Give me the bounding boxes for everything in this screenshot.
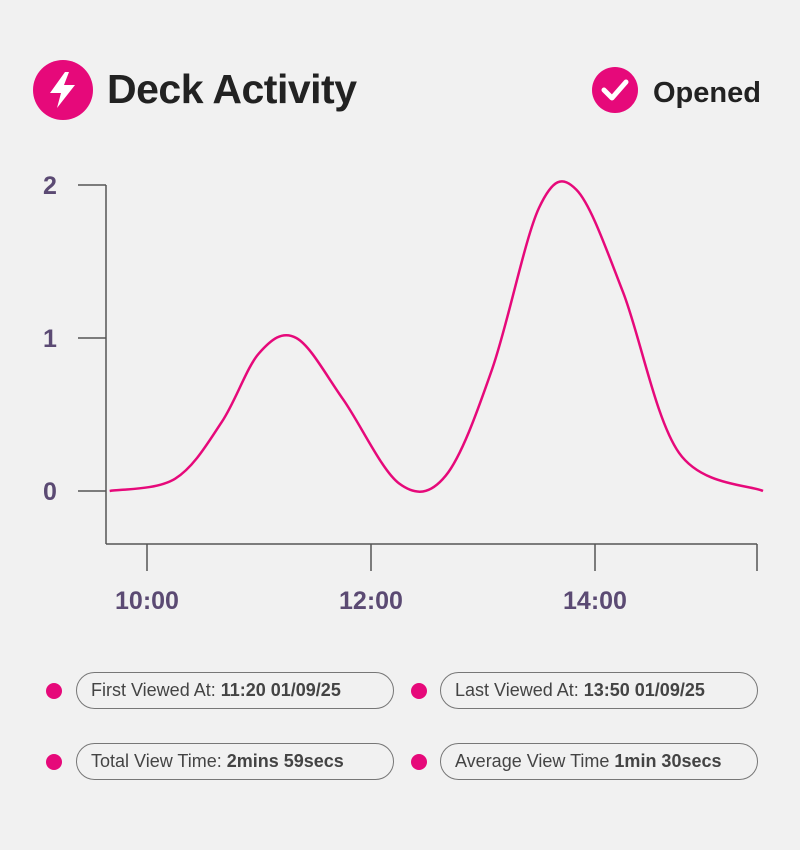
total-view-time-pill: Total View Time: 2mins 59secs bbox=[76, 743, 394, 780]
bullet-dot-icon bbox=[46, 754, 62, 770]
last-viewed-pill: Last Viewed At: 13:50 01/09/25 bbox=[440, 672, 758, 709]
lightning-bolt-glyph bbox=[50, 72, 75, 108]
average-view-time-value: 1min 30secs bbox=[614, 751, 722, 771]
last-viewed-value: 13:50 01/09/25 bbox=[583, 680, 705, 700]
total-view-time-label: Total View Time: bbox=[91, 751, 222, 771]
bullet-dot-icon bbox=[411, 754, 427, 770]
page-title: Deck Activity bbox=[107, 66, 357, 112]
status-label: Opened bbox=[653, 77, 761, 109]
y-tick-label: 0 bbox=[43, 478, 57, 506]
first-viewed-value: 11:20 01/09/25 bbox=[220, 680, 341, 700]
y-tick-label: 1 bbox=[43, 325, 57, 353]
last-viewed-label: Last Viewed At: bbox=[455, 680, 579, 700]
activity-line-chart: 0 1 2 10:00 12:00 14:00 bbox=[43, 172, 764, 615]
bullet-dot-icon bbox=[411, 683, 427, 699]
first-viewed-pill: First Viewed At: 11:20 01/09/25 bbox=[76, 672, 394, 709]
x-tick-label: 14:00 bbox=[563, 587, 627, 615]
total-view-time-value: 2mins 59secs bbox=[226, 751, 344, 771]
x-axis-ticks: 10:00 12:00 14:00 bbox=[115, 544, 627, 615]
chart-axes bbox=[105, 185, 758, 571]
average-view-time-pill: Average View Time 1min 30secs bbox=[440, 743, 758, 780]
bullet-dot-icon bbox=[46, 683, 62, 699]
y-tick-label: 2 bbox=[43, 172, 57, 200]
x-tick-label: 10:00 bbox=[115, 587, 179, 615]
x-tick-label: 12:00 bbox=[339, 587, 403, 615]
checkmark-glyph bbox=[601, 79, 629, 101]
y-axis-ticks: 0 1 2 bbox=[43, 172, 106, 506]
average-view-time-label: Average View Time bbox=[455, 751, 610, 771]
first-viewed-label: First Viewed At: bbox=[91, 680, 216, 700]
checkmark-icon bbox=[592, 67, 638, 113]
lightning-bolt-icon bbox=[33, 60, 93, 120]
series-line bbox=[109, 180, 764, 493]
